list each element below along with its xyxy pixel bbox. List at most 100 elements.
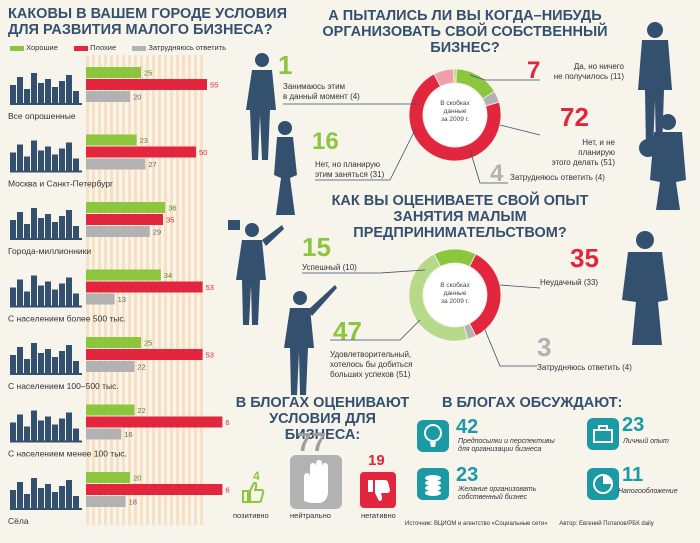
city-skyline-icon (10, 275, 82, 308)
bar-value-label: 22 (137, 363, 145, 372)
legend-label-bad: Плохие (90, 43, 117, 52)
bar-good (86, 269, 161, 281)
city-skyline-icon (10, 140, 82, 173)
blogs-discuss-desire-value: 23 (456, 464, 479, 486)
q2-value-success: 15 (302, 232, 331, 262)
legend-label-unsure: Затрудняюсь ответить (148, 43, 227, 52)
q2-value-satisfactory: 47 (333, 316, 362, 346)
blogs-discuss-taxation-value: 11 (622, 464, 644, 486)
bar-unsure (86, 361, 135, 372)
donut-hole (424, 84, 486, 146)
q2-center-line2: данные (443, 290, 467, 297)
q1-label-failed-2: не получилось (11) (553, 72, 624, 81)
q1-label-current-1: Занимаюсь этим (283, 82, 346, 91)
q1-donut (408, 68, 502, 162)
bar-value-label: 25 (144, 69, 152, 78)
q2-center-line3: за 2009 г. (440, 298, 470, 305)
q1-label-current: Занимаюсь этим в данный момент (4) (283, 82, 360, 102)
woman-figure (274, 121, 297, 215)
q1-title-line1: А ПЫТАЛИСЬ ЛИ ВЫ КОГДА–НИБУДЬ (328, 8, 602, 24)
bar-value-label: 22 (137, 406, 145, 415)
businessman-figure-2 (638, 22, 672, 150)
blogs-rate-title-line2: УСЛОВИЯ ДЛЯ БИЗНЕСА: (269, 411, 376, 443)
city-skyline-icon (10, 208, 82, 240)
left-title-line2: ДЛЯ РАЗВИТИЯ МАЛОГО БИЗНЕСА? (8, 22, 273, 38)
blogs-rate-neutral-label: нейтрально (290, 511, 331, 520)
q1-label-planning: Нет, но планирую этим заняться (31) (315, 160, 384, 180)
blogs-discuss-experience-label: Личный опыт (623, 438, 669, 445)
category-label: Города-миллионники (8, 246, 91, 256)
donut-hole (424, 264, 486, 326)
q1-center-line3: за 2009 г. (440, 116, 470, 123)
chart-legend: Хорошие Плохие Затрудняюсь ответить (10, 43, 226, 52)
bar-value-label: 35 (166, 216, 174, 225)
woman-figure-2 (639, 114, 686, 210)
q1-value-unsure: 4 (490, 160, 504, 187)
q2-title: КАК ВЫ ОЦЕНИВАЕТЕ СВОЙ ОПЫТ ЗАНЯТИЯ МАЛЫ… (290, 193, 630, 241)
businessman-figure-1 (246, 53, 276, 160)
q1-label-planning-1: Нет, но планирую (315, 160, 380, 169)
donut-slice (408, 73, 502, 162)
q1-label-failed: Да, но ничего не получилось (11) (546, 62, 624, 82)
bar-value-label: 20 (133, 474, 141, 483)
q2-label-unsure: Затрудняюсь ответить (4) (537, 363, 632, 372)
q2-donut (408, 248, 502, 342)
city-skyline-icon (10, 343, 82, 375)
left-title: КАКОВЫ В ВАШЕМ ГОРОДЕ УСЛОВИЯ ДЛЯ РАЗВИТ… (8, 6, 287, 38)
q2-center-line1: В скобках (440, 282, 470, 289)
legend-label-good: Хорошие (26, 43, 58, 52)
thumbs-down-icon (360, 472, 396, 508)
bar-value-label: 53 (206, 351, 214, 360)
blogs-discuss-prospects-label: Предпосылки и перспективы для организаци… (458, 438, 555, 454)
donut-slice (408, 253, 469, 342)
bar-good (86, 134, 137, 146)
bar-bad (86, 146, 196, 158)
blogs-discuss-prospects-label-2: для организации бизнеса (458, 446, 542, 453)
blogs-discuss-experience-value: 23 (622, 414, 645, 436)
q2-center-label: В скобках данные за 2009 г. (422, 282, 488, 306)
leader-q2-success (302, 269, 426, 274)
bar-value-label: 27 (148, 160, 156, 169)
blogs-rate-title: В БЛОГАХ ОЦЕНИВАЮТ УСЛОВИЯ ДЛЯ БИЗНЕСА: (230, 395, 415, 443)
footer-author: Автор: Евгений Потапов/РБК daily (559, 521, 654, 527)
bar-good (86, 202, 166, 213)
q1-title-line2: ОРГАНИЗОВАТЬ СВОЙ СОБСТВЕННЫЙ БИЗНЕС? (322, 24, 608, 56)
blogs-rate-positive-value: 4 (253, 469, 260, 483)
bar-bad (86, 416, 223, 428)
bar-bad (86, 79, 207, 90)
q1-label-current-2: в данный момент (4) (283, 92, 360, 101)
q1-label-planning-2: этим заняться (31) (315, 170, 385, 179)
q2-label-success: Успешный (10) (302, 263, 357, 272)
q1-label-failed-1: Да, но ничего (573, 62, 624, 71)
woman-figure-3 (622, 231, 668, 345)
leader-q1-failed (469, 74, 540, 81)
businessman-figure-4 (284, 285, 337, 395)
blogs-rate-positive-label: позитивно (233, 511, 269, 520)
balloon-icon (417, 420, 449, 452)
bar-bad (86, 349, 203, 360)
coins-icon (417, 468, 449, 500)
blogs-rate-title-line1: В БЛОГАХ ОЦЕНИВАЮТ (235, 395, 410, 411)
blogs-discuss-desire-label-1: Желание организовать (458, 486, 537, 493)
q1-value-failed: 7 (527, 57, 541, 84)
bar-value-label: 55 (210, 81, 218, 90)
bar-good (86, 67, 141, 78)
q2-title-line1: КАК ВЫ ОЦЕНИВАЕТЕ СВОЙ ОПЫТ (331, 193, 589, 209)
blogs-discuss-prospects-value: 42 (456, 416, 479, 438)
q1-label-unsure: Затрудняюсь ответить (4) (510, 173, 605, 182)
q1-value-current: 1 (278, 50, 293, 80)
bar-chart: 25 55 20 Все опрошенные 23 50 27 Москва и Санкт… (8, 55, 230, 526)
blogs-discuss-desire-label: Желание организовать собственный бизнес (458, 486, 536, 502)
bar-value-label: 16 (124, 430, 132, 439)
blogs-discuss-prospects-label-1: Предпосылки и перспективы (458, 438, 555, 445)
leader-q1-unsure (469, 149, 508, 184)
q2-label-satisfactory: Удовлетворительный, хотелось бы добиться… (330, 350, 412, 380)
legend-swatch-good (10, 45, 24, 51)
bar-value-label: 23 (140, 136, 148, 145)
bar-value-label: 62 (225, 486, 230, 495)
bar-bad (86, 214, 163, 225)
legend-swatch-bad (74, 45, 88, 51)
category-label: Москва и Санкт-Петербург (8, 179, 113, 189)
leader-q2-failure (499, 284, 541, 289)
